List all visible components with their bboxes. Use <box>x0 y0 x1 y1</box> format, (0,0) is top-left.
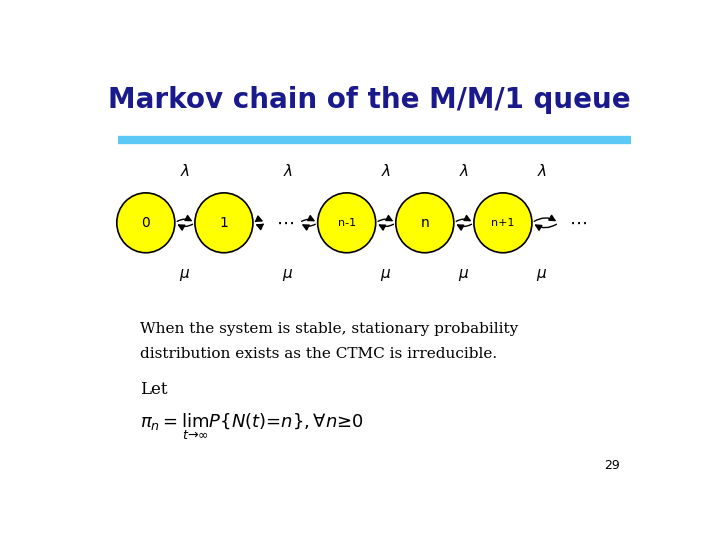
Text: Markov chain of the M/M/1 queue: Markov chain of the M/M/1 queue <box>108 86 630 114</box>
FancyArrowPatch shape <box>534 215 555 221</box>
Text: When the system is stable, stationary probability: When the system is stable, stationary pr… <box>140 322 518 336</box>
Ellipse shape <box>117 193 175 253</box>
Text: 1: 1 <box>220 216 228 230</box>
Text: distribution exists as the CTMC is irreducible.: distribution exists as the CTMC is irred… <box>140 347 498 361</box>
FancyArrowPatch shape <box>536 224 557 230</box>
Text: 0: 0 <box>141 216 150 230</box>
Text: $\mu$: $\mu$ <box>380 267 392 283</box>
Text: $\mu$: $\mu$ <box>282 267 294 283</box>
FancyArrowPatch shape <box>378 215 392 221</box>
Ellipse shape <box>195 193 253 253</box>
Text: $\lambda$: $\lambda$ <box>537 163 547 179</box>
FancyArrowPatch shape <box>257 224 264 230</box>
Text: $\mu$: $\mu$ <box>536 267 548 283</box>
Text: $\mu$: $\mu$ <box>458 267 469 283</box>
FancyArrowPatch shape <box>179 224 192 230</box>
Text: $\lambda$: $\lambda$ <box>180 163 190 179</box>
Text: 29: 29 <box>604 460 620 472</box>
FancyArrowPatch shape <box>302 215 314 221</box>
Ellipse shape <box>318 193 376 253</box>
Text: $\lambda$: $\lambda$ <box>459 163 469 179</box>
Text: Let: Let <box>140 381 168 397</box>
FancyArrowPatch shape <box>457 224 472 230</box>
FancyArrowPatch shape <box>379 224 393 230</box>
Text: n: n <box>420 216 429 230</box>
FancyArrowPatch shape <box>456 215 470 221</box>
FancyArrowPatch shape <box>177 215 192 221</box>
FancyArrowPatch shape <box>303 224 315 230</box>
Text: n+1: n+1 <box>491 218 515 228</box>
Text: $\pi_n = \lim_{t \to \infty} P\left\{N(t) = n\right\}, \forall n \geq 0$: $\pi_n = \lim_{t \to \infty} P\left\{N(t… <box>140 411 364 442</box>
Ellipse shape <box>396 193 454 253</box>
Text: $\cdots$: $\cdots$ <box>276 214 294 232</box>
Text: $\lambda$: $\lambda$ <box>381 163 391 179</box>
FancyArrowPatch shape <box>256 216 262 221</box>
Ellipse shape <box>474 193 532 253</box>
Text: $\mu$: $\mu$ <box>179 267 191 283</box>
Text: n-1: n-1 <box>338 218 356 228</box>
Text: $\lambda$: $\lambda$ <box>283 163 293 179</box>
Text: $\cdots$: $\cdots$ <box>570 214 588 232</box>
